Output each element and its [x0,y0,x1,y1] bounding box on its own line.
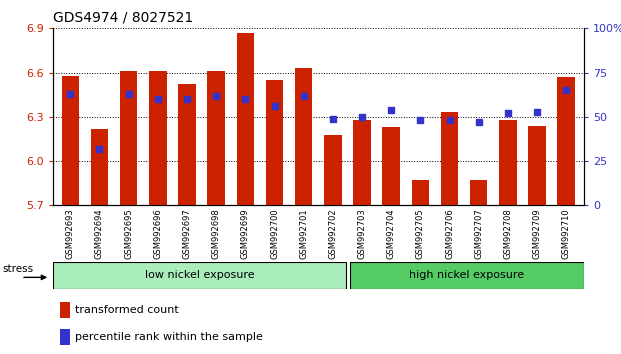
Bar [60,329,70,345]
Bar [266,80,283,205]
Bar [558,77,575,205]
Bar [412,180,429,205]
Bar [470,180,487,205]
Bar [295,68,312,205]
Bar [53,262,346,289]
Bar [60,302,70,318]
Bar [91,129,108,205]
Bar [237,33,254,205]
Bar [207,71,225,205]
Text: transformed count: transformed count [75,305,179,315]
Text: high nickel exposure: high nickel exposure [409,270,524,280]
Text: low nickel exposure: low nickel exposure [145,270,255,280]
Text: stress: stress [2,264,34,274]
Bar [178,84,196,205]
Bar [350,262,584,289]
Bar [499,120,517,205]
Bar [61,75,79,205]
Bar [441,113,458,205]
Bar [353,120,371,205]
Bar [383,127,400,205]
Bar [528,126,546,205]
Text: percentile rank within the sample: percentile rank within the sample [75,332,263,342]
Bar [149,71,166,205]
Text: GDS4974 / 8027521: GDS4974 / 8027521 [53,11,193,25]
Bar [324,135,342,205]
Bar [120,71,137,205]
